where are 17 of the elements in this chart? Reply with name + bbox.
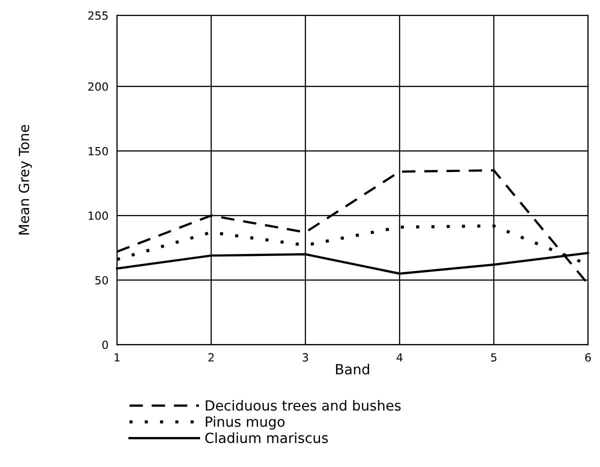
y-tick-label: 255 [88, 11, 108, 20]
x-tick-label: 2 [208, 353, 214, 362]
legend-label: Deciduous trees and bushes [206, 400, 401, 411]
y-tick-label: 200 [88, 82, 108, 91]
x-tick-label: 4 [396, 353, 403, 362]
x-tick-label: 1 [114, 353, 120, 362]
y-tick-label: 50 [95, 276, 108, 284]
y-tick-label: 100 [88, 212, 108, 220]
x-tick-label: 6 [585, 353, 591, 362]
legend-label: Cladium mariscus [205, 432, 328, 444]
legend-label: Pinus mugo [206, 416, 285, 430]
y-tick-label: 0 [102, 340, 108, 350]
y-tick-label: 150 [88, 146, 108, 156]
y-axis-title: Mean Grey Tone [18, 124, 32, 234]
x-axis-title: Band [336, 364, 370, 374]
x-tick-label: 5 [491, 353, 496, 362]
x-tick-label: 3 [302, 353, 308, 362]
